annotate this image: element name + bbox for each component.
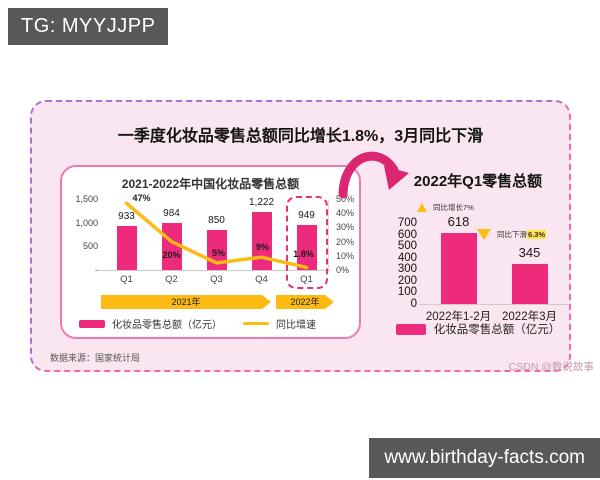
x-axis-label: 2022年3月 [502, 311, 557, 323]
q1-2022-highlight-box [285, 196, 328, 289]
pct-axis-tick: 30% [336, 222, 355, 233]
line-legend-label: 同比增速 [276, 320, 316, 331]
infographic-card: 一季度化妆品零售总额同比增长1.8%，3月同比下滑 2021-2022年中国化妆… [30, 100, 571, 372]
card-title: 一季度化妆品零售总额同比增长1.8%，3月同比下滑 [117, 128, 484, 145]
data-source: 数据来源：国家统计局 [50, 353, 141, 363]
right-axis-ticks: 50% 40% 30% 20% 10% 0% [330, 194, 360, 275]
right-chart-legend: 化妆品零售总额（亿元） [387, 321, 569, 337]
pct-axis-tick: 10% [336, 250, 355, 261]
telegram-banner: TG: MYYJJPP [8, 8, 169, 45]
up-triangle-icon [417, 203, 427, 212]
y-axis-tick: - [95, 265, 98, 275]
pct-axis-tick: 50% [336, 194, 355, 204]
bar-legend-swatch [395, 323, 426, 335]
x-axis-label: 2022年1-2月 [425, 311, 492, 323]
growth-annotation-text: 同比增长7% [433, 203, 474, 212]
left-chart-legend: 化妆品零售总额（亿元） 同比增速 [62, 316, 359, 331]
growth-label: 20% [162, 249, 181, 260]
decline-annotation: 同比下滑6.3% [477, 229, 547, 240]
bar-value-label: 850 [208, 214, 225, 226]
bar-legend-label: 化妆品零售总额（亿元） [112, 320, 222, 331]
x-axis-label: Q1 [300, 274, 313, 285]
right-chart: 2022年Q1零售总额 700 600 500 400 300 200 100 0 618 20… [387, 162, 569, 347]
x-axis-label: Q2 [165, 274, 178, 285]
bar-value-label: 984 [163, 208, 180, 220]
pct-axis-tick: 20% [336, 236, 355, 247]
decline-highlight-value: 6.3% [527, 230, 547, 239]
y-axis-tick: 0 [410, 298, 417, 310]
left-chart-title: 2021-2022年中国化妆品零售总额 [121, 177, 300, 191]
timeline-arrow-2021: 2021年 [101, 295, 271, 309]
rc-x-axis-line [419, 304, 569, 305]
y-axis-tick: 600 [397, 228, 417, 241]
line-legend-swatch [243, 322, 269, 325]
y-axis-tick: 500 [397, 240, 417, 253]
y-axis-tick: 1,000 [75, 217, 98, 228]
y-axis-tick: 300 [397, 263, 417, 276]
left-axis-ticks: 1,500 1,000 500 - [64, 194, 98, 275]
bar-value-label: 345 [518, 245, 541, 261]
timeline: 2021年 2022年 [62, 295, 359, 309]
bar [251, 212, 272, 270]
right-chart-column: 345 2022年3月 [494, 223, 565, 323]
bar-value-label: 1,222 [248, 197, 275, 209]
down-triangle-icon [477, 229, 491, 240]
website-banner: www.birthday-facts.com [369, 438, 600, 478]
y-axis-tick: 700 [397, 217, 417, 229]
y-axis-tick: 200 [397, 274, 417, 287]
watermark: CSDN @数说故事 [508, 361, 594, 373]
y-axis-tick: 400 [397, 251, 417, 264]
growth-label: 1.8% [293, 249, 314, 260]
right-axis-line [328, 199, 329, 270]
y-axis-tick: 500 [82, 241, 98, 252]
y-axis-tick: 100 [397, 286, 417, 299]
left-chart-column: 949 Q1 [284, 199, 329, 285]
timeline-arrow-2022: 2022年 [276, 295, 334, 309]
bar-value-label: 949 [298, 210, 315, 222]
growth-line [104, 199, 329, 270]
bar-legend-swatch [79, 319, 105, 328]
bar [440, 232, 477, 304]
pct-axis-tick: 0% [336, 265, 350, 275]
growth-label: 47% [132, 193, 151, 204]
left-chart: 2021-2022年中国化妆品零售总额 1,500 1,000 500 - 50% 40… [60, 165, 361, 339]
right-chart-title: 2022年Q1零售总额 [413, 173, 543, 190]
growth-label: 5% [211, 247, 226, 258]
decline-annotation-text: 同比下滑6.3% [497, 230, 547, 239]
growth-annotation: 同比增长7% [417, 202, 474, 213]
growth-label: 9% [255, 242, 270, 253]
right-chart-column: 618 2022年1-2月 [423, 214, 494, 324]
x-axis-line [98, 270, 330, 271]
bar-value-label: 618 [447, 213, 470, 229]
bar [296, 225, 317, 270]
bar-value-label: 933 [118, 210, 135, 222]
right-plot: 618 2022年1-2月 345 2022年3月 [423, 214, 565, 324]
bar [116, 225, 137, 270]
left-chart-column: 1,222 Q4 [239, 197, 284, 285]
right-legend-label: 化妆品零售总额（亿元） [433, 324, 561, 336]
y-axis-tick: 1,500 [75, 194, 98, 204]
rc-axis-ticks: 700 600 500 400 300 200 100 0 [387, 217, 417, 310]
x-axis-label: Q3 [210, 274, 223, 285]
x-axis-label: Q1 [120, 274, 133, 285]
curved-arrow-icon [338, 151, 409, 199]
left-plot: 933 Q1 984 Q2 850 Q3 1,222 Q4 949 Q1 47% 20% 5% 9% 1.8… [104, 193, 329, 289]
pct-axis-tick: 40% [336, 208, 355, 219]
growth-polyline [127, 203, 307, 267]
bar [511, 264, 548, 304]
left-chart-column: 933 Q1 [104, 199, 149, 285]
x-axis-label: Q4 [255, 274, 268, 285]
